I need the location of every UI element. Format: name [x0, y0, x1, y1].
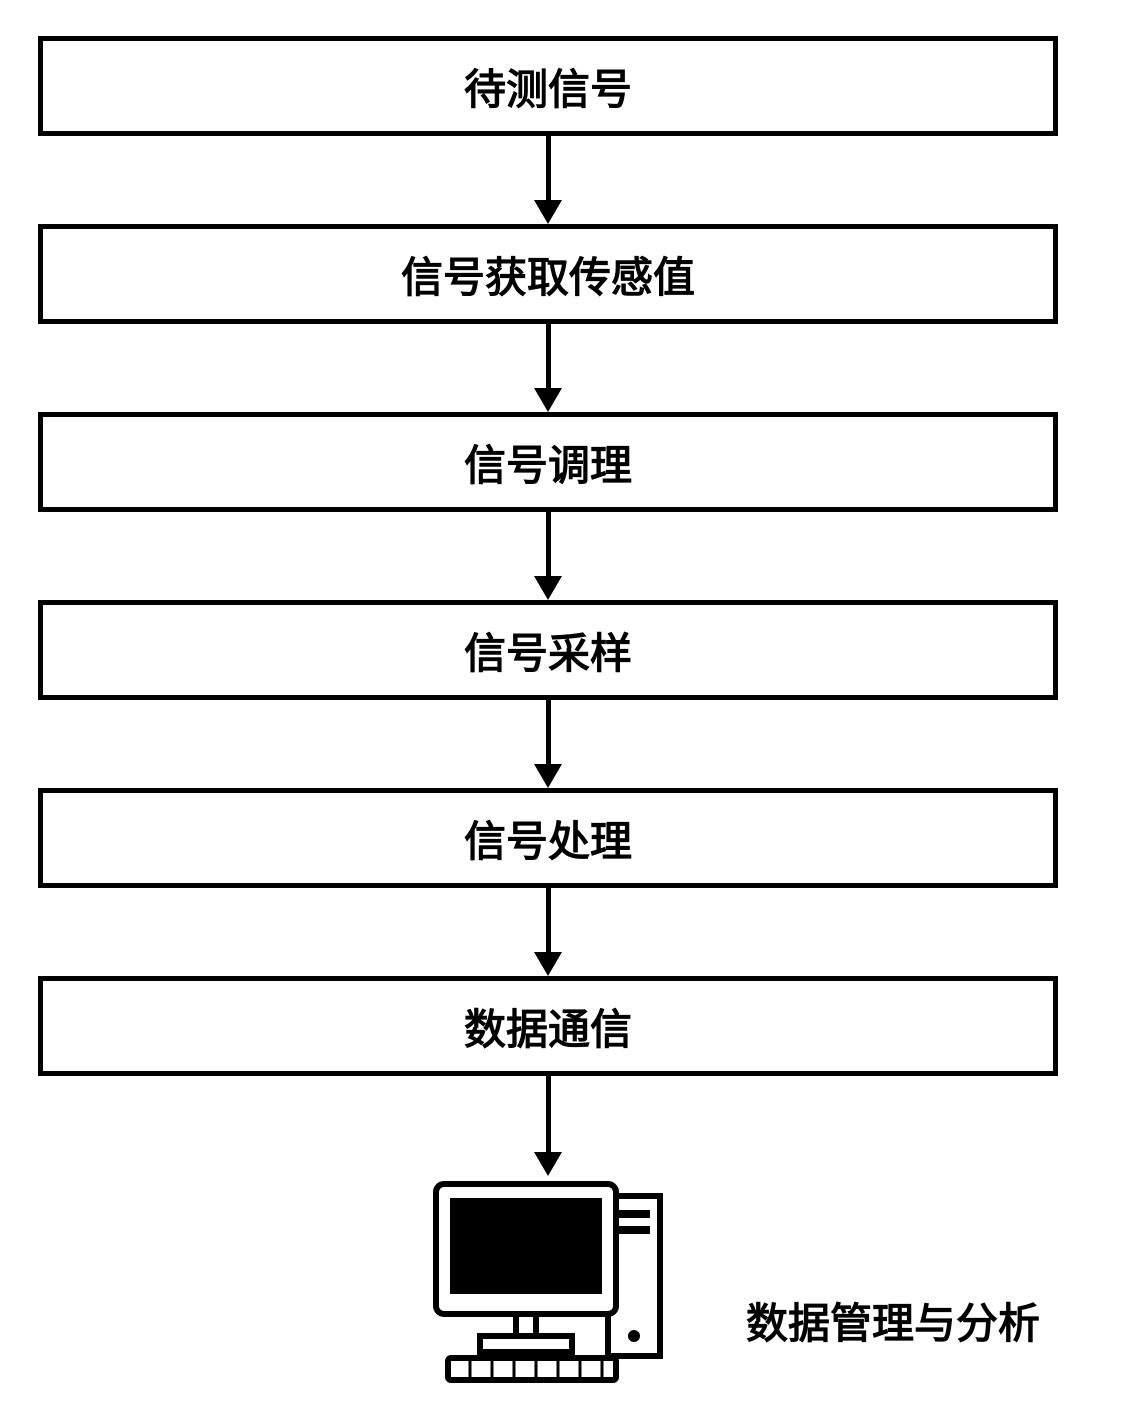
- computer-icon: [418, 1176, 678, 1386]
- flow-box-n2: 信号获取传感值: [38, 224, 1058, 324]
- flow-box-n5: 信号处理: [38, 788, 1058, 888]
- arrow-head-icon: [534, 388, 562, 412]
- arrow-line: [546, 136, 551, 200]
- arrow-line: [546, 512, 551, 576]
- flow-box-n6: 数据通信: [38, 976, 1058, 1076]
- flow-box-n4: 信号采样: [38, 600, 1058, 700]
- arrow-head-icon: [534, 1152, 562, 1176]
- arrow-line: [546, 324, 551, 388]
- side-label: 数据管理与分析: [746, 1290, 1040, 1351]
- arrow-head-icon: [534, 764, 562, 788]
- arrow-head-icon: [534, 200, 562, 224]
- flow-box-n3: 信号调理: [38, 412, 1058, 512]
- arrow-head-icon: [534, 576, 562, 600]
- arrow-line: [546, 1076, 551, 1152]
- arrow-line: [546, 700, 551, 764]
- flow-box-n1: 待测信号: [38, 36, 1058, 136]
- arrow-head-icon: [534, 952, 562, 976]
- arrow-line: [546, 888, 551, 952]
